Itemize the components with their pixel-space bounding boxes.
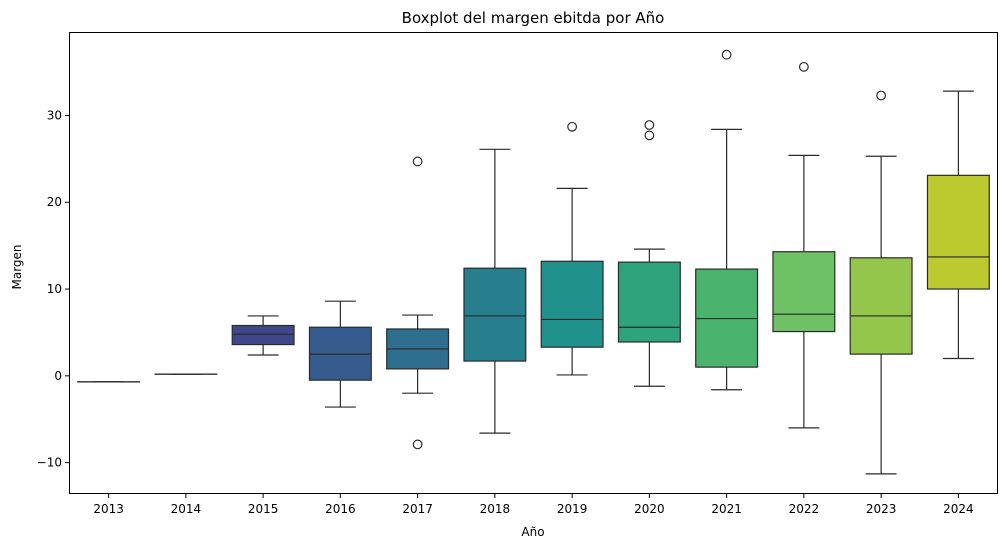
x-tick-label: 2018 [480, 502, 511, 516]
y-tick-label: 30 [47, 108, 62, 122]
box-2019 [540, 260, 604, 348]
box-2022 [772, 251, 836, 333]
x-axis-label: Año [521, 525, 544, 539]
outlier-point [567, 121, 578, 132]
box-2015 [231, 324, 295, 346]
plot-area: −10 0 10 20 30 2013 2014 2015 2016 2017 2018 2019 20… [37, 49, 990, 516]
outlier-point [644, 130, 655, 141]
y-axis-label: Margen [10, 244, 24, 289]
y-tick-label: 10 [47, 282, 62, 296]
x-tick-label: 2013 [93, 502, 124, 516]
y-tick-label: 20 [47, 195, 62, 209]
outlier-point [876, 90, 887, 101]
outlier-point [798, 61, 809, 72]
y-tick-label: 0 [54, 369, 62, 383]
x-tick-label: 2023 [866, 502, 897, 516]
y-tick-label: −10 [37, 456, 62, 470]
outlier-point [412, 156, 423, 167]
x-tick-label: 2016 [325, 502, 356, 516]
box-2024 [926, 174, 990, 290]
x-tick-label: 2014 [171, 502, 202, 516]
x-tick-label: 2020 [634, 502, 665, 516]
x-tick-label: 2024 [943, 502, 974, 516]
chart-title: Boxplot del margen ebitda por Año [402, 9, 665, 27]
box-2023 [849, 257, 913, 355]
outlier-point [721, 49, 732, 60]
x-tick-label: 2017 [402, 502, 433, 516]
x-tick-label: 2021 [711, 502, 742, 516]
x-tick-label: 2019 [557, 502, 588, 516]
box-2020 [617, 261, 681, 343]
outlier-point [644, 120, 655, 130]
plot-frame [69, 32, 998, 494]
x-tick-label: 2015 [248, 502, 279, 516]
box-2018 [463, 267, 527, 362]
outlier-point [412, 439, 423, 450]
x-tick-label: 2022 [789, 502, 820, 516]
